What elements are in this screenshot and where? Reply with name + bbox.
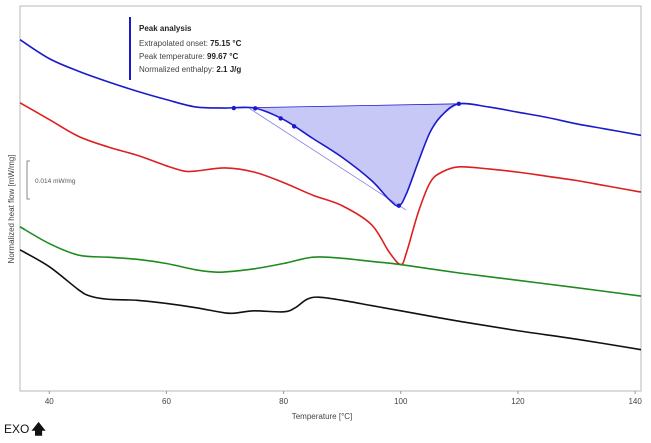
peak-marker-point xyxy=(456,101,462,107)
peak-temp-label: Peak temperature: xyxy=(139,52,207,61)
x-tick-label: 140 xyxy=(628,397,642,406)
peak-marker-point xyxy=(278,116,283,121)
x-tick-label: 120 xyxy=(511,397,525,406)
x-tick-label: 40 xyxy=(45,397,54,406)
marker-group xyxy=(231,101,462,208)
peak-area xyxy=(233,103,459,206)
x-tick-label: 80 xyxy=(279,397,288,406)
peak-marker-point xyxy=(253,106,258,111)
enthalpy-value: 2.1 J/g xyxy=(216,65,241,74)
series-line-blue xyxy=(19,39,642,207)
x-tick-label: 100 xyxy=(394,397,408,406)
series-line-red xyxy=(19,102,642,266)
peak-analysis-box: Peak analysis Extrapolated onset: 75.15 … xyxy=(129,17,242,80)
scale-bar: 0.014 mW/mg xyxy=(26,160,76,200)
exo-label: EXO xyxy=(4,422,30,436)
series-line-black xyxy=(19,249,642,351)
peak-analysis-row-peak: Peak temperature: 99.67 °C xyxy=(139,52,238,61)
series-group xyxy=(19,39,642,351)
plot-frame xyxy=(19,5,642,392)
onset-tangent-line xyxy=(249,108,407,211)
peak-area-group xyxy=(233,103,459,211)
up-arrow-icon: 🡅 xyxy=(31,421,46,437)
x-tick-group: 40 60 80 100 120 140 xyxy=(45,391,642,406)
peak-baseline xyxy=(233,103,459,109)
peak-temp-value: 99.67 °C xyxy=(207,52,238,61)
x-tick-label: 60 xyxy=(162,397,171,406)
x-axis-label: Temperature [°C] xyxy=(292,412,353,421)
series-line-green xyxy=(19,226,642,297)
peak-analysis-title: Peak analysis xyxy=(139,24,192,33)
peak-marker-point xyxy=(291,124,297,129)
onset-label: Extrapolated onset: xyxy=(139,39,210,48)
peak-marker-point xyxy=(231,105,237,111)
peak-marker-point xyxy=(396,203,402,208)
peak-analysis-row-enthalpy: Normalized enthalpy: 2.1 J/g xyxy=(139,65,241,74)
onset-value: 75.15 °C xyxy=(210,39,241,48)
peak-analysis-row-onset: Extrapolated onset: 75.15 °C xyxy=(139,39,242,48)
scale-bar-label: 0.014 mW/mg xyxy=(35,178,76,185)
scale-bar-bracket xyxy=(26,160,30,200)
y-axis-label: Normalized heat flow [mW/mg] xyxy=(7,155,16,264)
enthalpy-label: Normalized enthalpy: xyxy=(139,65,216,74)
exo-indicator: EXO 🡅 xyxy=(4,422,46,436)
